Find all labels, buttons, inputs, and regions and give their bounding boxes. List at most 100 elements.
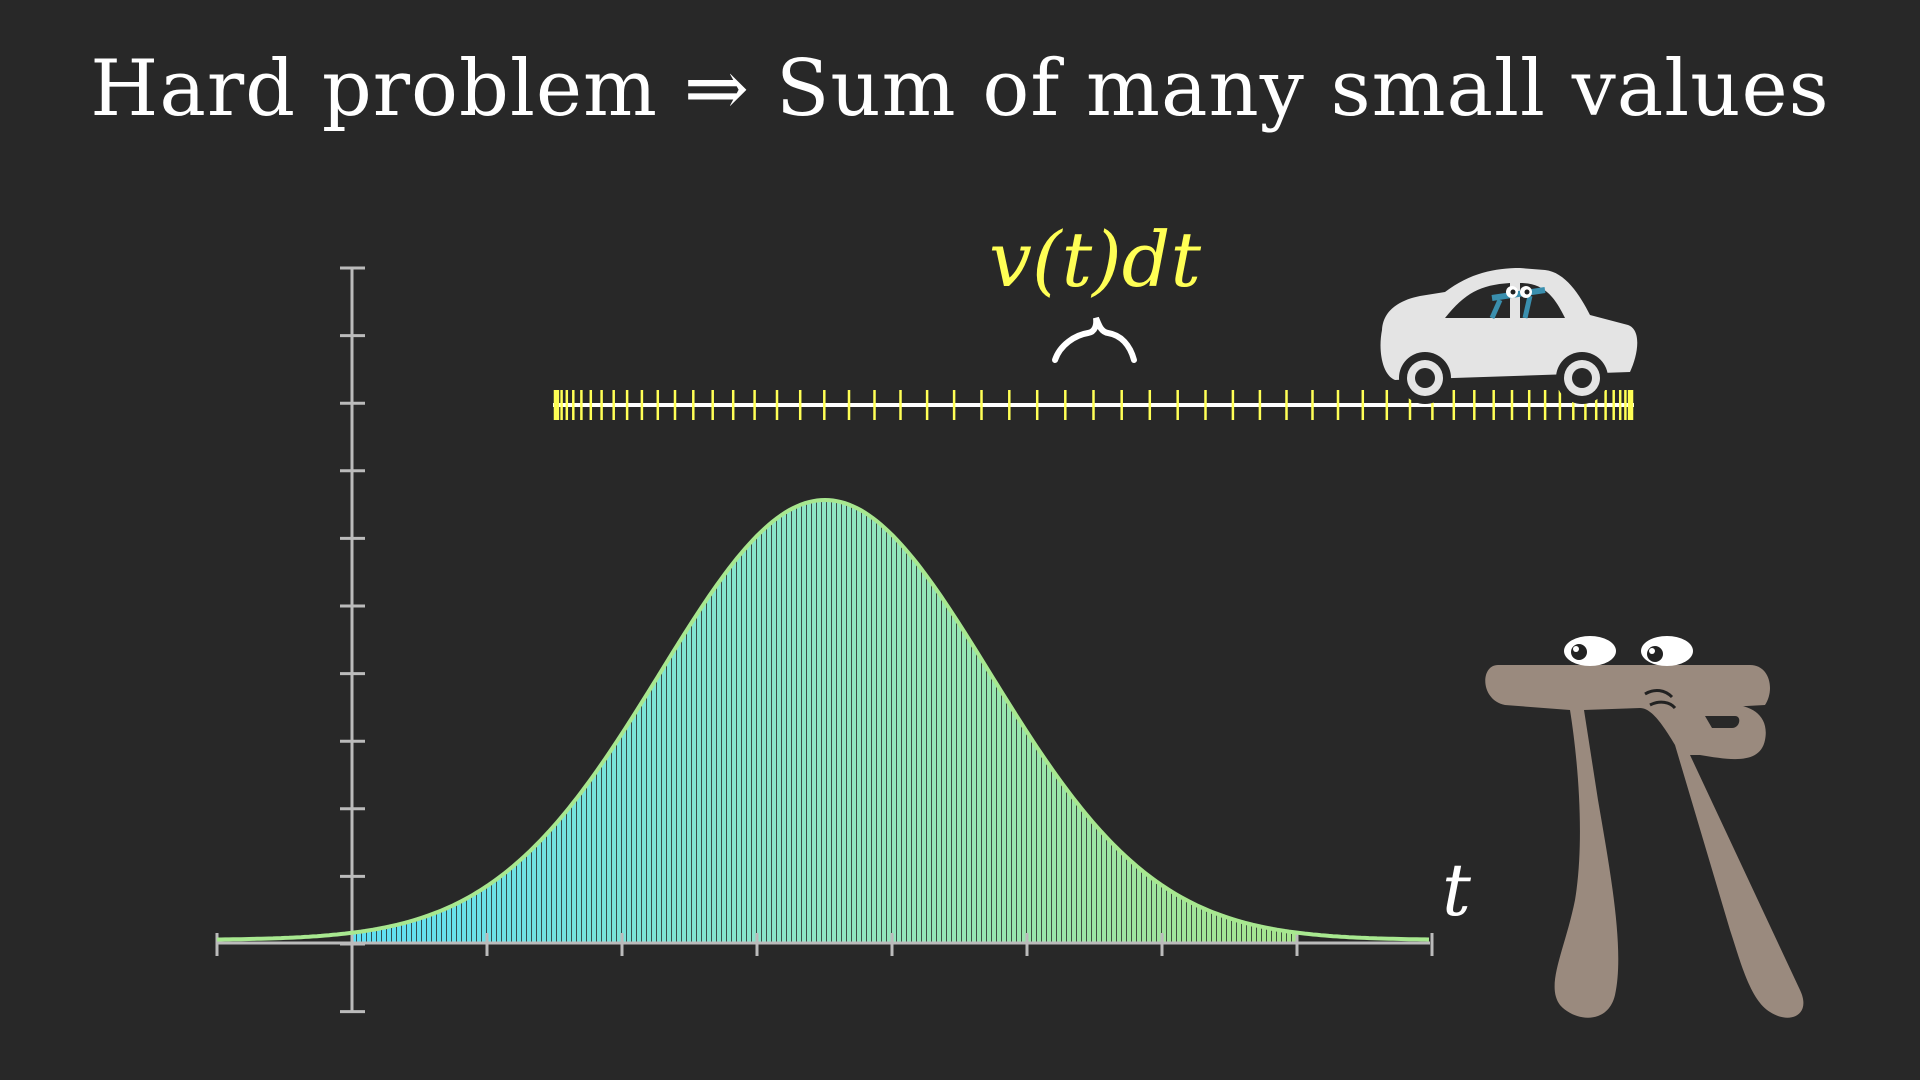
riemann-bar xyxy=(877,523,882,943)
car-icon xyxy=(1380,268,1638,404)
riemann-bar xyxy=(637,706,642,943)
riemann-bar xyxy=(1047,765,1052,943)
riemann-bar xyxy=(692,618,697,943)
riemann-bar xyxy=(572,801,577,943)
riemann-bar xyxy=(827,500,832,943)
riemann-bar xyxy=(1052,772,1057,943)
riemann-bar xyxy=(767,524,772,943)
riemann-bar xyxy=(887,532,892,943)
riemann-bar xyxy=(1272,929,1277,943)
riemann-bar xyxy=(597,767,602,943)
riemann-bar xyxy=(432,913,437,943)
riemann-bar xyxy=(1242,922,1247,943)
riemann-bar xyxy=(602,759,607,943)
riemann-bar xyxy=(812,500,817,943)
riemann-bar xyxy=(1232,919,1237,943)
riemann-bar xyxy=(352,932,357,943)
riemann-bar xyxy=(382,927,387,943)
riemann-bar xyxy=(677,641,682,943)
riemann-bar xyxy=(897,542,902,943)
riemann-bar xyxy=(1032,743,1037,943)
riemann-bar xyxy=(797,505,802,943)
riemann-bar xyxy=(977,656,982,943)
riemann-bar xyxy=(1097,829,1102,943)
riemann-bar xyxy=(497,877,502,943)
riemann-bar xyxy=(582,787,587,943)
riemann-bar xyxy=(502,873,507,943)
riemann-bar xyxy=(787,510,792,943)
riemann-bar xyxy=(512,865,517,943)
riemann-bar xyxy=(1042,758,1047,943)
riemann-bar xyxy=(567,807,572,943)
riemann-bar xyxy=(452,904,457,943)
riemann-bar xyxy=(802,503,807,943)
riemann-bar xyxy=(747,543,752,943)
riemann-bar xyxy=(1172,893,1177,943)
riemann-bar xyxy=(412,920,417,943)
riemann-bar xyxy=(1122,855,1127,943)
riemann-bar xyxy=(1057,779,1062,943)
riemann-bar xyxy=(832,500,837,943)
riemann-bar xyxy=(922,573,927,943)
riemann-bar xyxy=(847,504,852,943)
riemann-bar xyxy=(1067,793,1072,943)
riemann-bar xyxy=(1267,928,1272,943)
riemann-bar xyxy=(1292,932,1297,943)
riemann-bar xyxy=(642,698,647,943)
riemann-bar xyxy=(712,588,717,943)
riemann-bar xyxy=(362,931,367,943)
riemann-bar xyxy=(442,909,447,943)
riemann-bar xyxy=(817,500,822,943)
riemann-bar xyxy=(517,860,522,943)
riemann-bar xyxy=(927,579,932,943)
riemann-bar xyxy=(872,519,877,943)
riemann-bar xyxy=(957,624,962,943)
riemann-bar xyxy=(842,503,847,943)
riemann-bar xyxy=(737,555,742,943)
riemann-bar xyxy=(962,632,967,943)
riemann-bar xyxy=(1137,868,1142,943)
riemann-bar xyxy=(902,548,907,943)
riemann-bar xyxy=(1187,901,1192,943)
riemann-bar xyxy=(792,507,797,943)
riemann-bar xyxy=(757,533,762,943)
riemann-bar xyxy=(447,906,452,943)
riemann-bar xyxy=(1177,896,1182,943)
riemann-bar xyxy=(752,538,757,943)
riemann-bar xyxy=(937,594,942,943)
riemann-bar xyxy=(427,915,432,943)
riemann-bar xyxy=(1147,876,1152,943)
riemann-bar xyxy=(1022,728,1027,943)
riemann-bar xyxy=(652,682,657,943)
riemann-bar xyxy=(1282,930,1287,943)
riemann-bar xyxy=(477,890,482,943)
riemann-bar xyxy=(632,714,637,943)
riemann-bar xyxy=(372,929,377,943)
distance-number-line xyxy=(553,390,1634,420)
riemann-bar xyxy=(932,586,937,943)
riemann-bar xyxy=(807,501,812,943)
riemann-bar xyxy=(707,595,712,943)
riemann-bar xyxy=(687,625,692,943)
riemann-bar xyxy=(882,527,887,943)
riemann-bar xyxy=(457,902,462,943)
riemann-bar xyxy=(1182,899,1187,943)
riemann-bar xyxy=(1247,923,1252,943)
riemann-bar xyxy=(617,737,622,943)
riemann-bar xyxy=(972,648,977,943)
riemann-bar xyxy=(997,688,1002,943)
riemann-bar xyxy=(1257,926,1262,943)
riemann-bar xyxy=(547,830,552,943)
riemann-bar xyxy=(1017,720,1022,943)
riemann-bar xyxy=(557,819,562,943)
riemann-bar xyxy=(682,633,687,943)
riemann-bar xyxy=(967,640,972,943)
riemann-bar xyxy=(657,673,662,943)
riemann-bar xyxy=(662,665,667,943)
t-axis-label: t xyxy=(1442,848,1471,932)
riemann-bar xyxy=(1002,696,1007,943)
riemann-bar xyxy=(357,931,362,943)
riemann-bar xyxy=(437,911,442,943)
y-axis-ticks xyxy=(340,266,365,1014)
axes xyxy=(215,266,1434,1014)
